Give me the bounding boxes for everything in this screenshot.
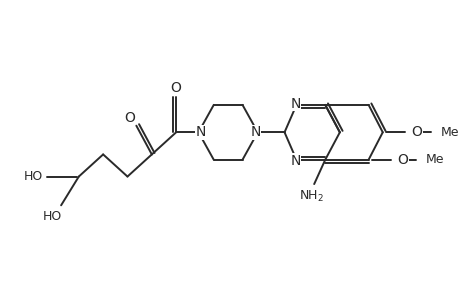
Text: HO: HO — [24, 170, 43, 183]
Text: O: O — [411, 125, 421, 139]
Text: N: N — [290, 97, 300, 111]
Text: N: N — [195, 125, 205, 139]
Text: O: O — [170, 81, 181, 95]
Text: NH$_2$: NH$_2$ — [299, 188, 324, 204]
Text: O: O — [397, 153, 407, 167]
Text: HO: HO — [43, 210, 62, 223]
Text: Me: Me — [425, 153, 444, 166]
Text: N: N — [250, 125, 260, 139]
Text: Me: Me — [439, 126, 458, 139]
Text: O: O — [124, 111, 135, 125]
Text: N: N — [290, 154, 300, 168]
